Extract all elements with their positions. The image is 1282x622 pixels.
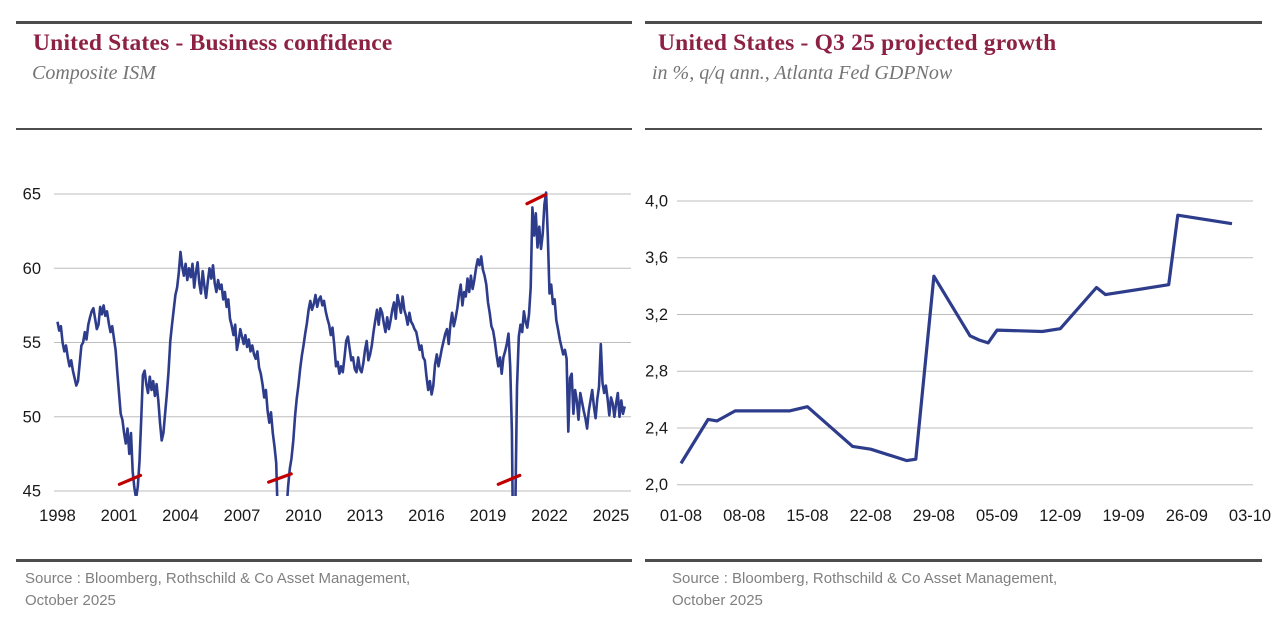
y-axis-tick-label: 2,8 [645,363,668,381]
x-axis-tick-label: 22-08 [850,507,892,525]
gdpnow-series-line [679,213,1233,465]
y-axis-tick-label: 45 [23,483,41,501]
chart-subtitle: Composite ISM [32,62,156,84]
x-axis-tick-label: 2016 [408,507,445,525]
x-axis-tick-label: 1998 [39,507,76,525]
red-annotation-mark [496,473,522,486]
source-line-2: October 2025 [672,592,763,609]
header-rule-bottom [645,128,1262,130]
y-axis-tick-label: 60 [23,260,41,278]
header-rule-top [16,21,632,24]
x-axis-tick-label: 05-09 [976,507,1018,525]
x-axis-tick-label: 29-08 [913,507,955,525]
x-axis-tick-label: 19-09 [1102,507,1144,525]
business-confidence-panel: United States - Business confidence Comp… [16,0,632,622]
x-axis-tick-label: 2013 [347,507,384,525]
y-axis-tick-label: 50 [23,408,41,426]
ism-series-line [56,191,626,496]
chart-title: United States - Business confidence [33,30,393,56]
red-annotation-mark [117,473,143,486]
source-note: Source : Bloomberg, Rothschild & Co Asse… [25,568,410,612]
gdpnow-panel: United States - Q3 25 projected growth i… [645,0,1262,622]
y-axis-tick-label: 65 [23,186,41,204]
y-axis-tick-label: 3,2 [645,306,668,324]
header-rule-top [645,21,1262,24]
x-axis-tick-label: 2025 [593,507,630,525]
x-axis-tick-label: 2022 [531,507,568,525]
y-axis-tick-label: 55 [23,334,41,352]
source-line-1: Source : Bloomberg, Rothschild & Co Asse… [672,570,1058,587]
x-axis-tick-label: 15-08 [786,507,828,525]
source-rule [16,559,632,562]
chart-subtitle: in %, q/q ann., Atlanta Fed GDPNow [652,62,953,84]
x-axis-tick-label: 08-08 [723,507,765,525]
x-axis-tick-label: 2007 [224,507,261,525]
x-axis-tick-label: 01-08 [660,507,702,525]
red-annotation-mark [267,472,293,484]
red-annotation-mark [525,193,548,206]
y-axis-tick-label: 3,6 [645,249,668,267]
x-axis-tick-label: 12-09 [1039,507,1081,525]
y-axis-tick-label: 2,0 [645,476,668,494]
header-rule-bottom [16,128,632,130]
x-axis-tick-label: 03-10 [1229,507,1271,525]
x-axis-tick-label: 2001 [101,507,138,525]
source-line-2: October 2025 [25,592,116,609]
source-line-1: Source : Bloomberg, Rothschild & Co Asse… [25,570,411,587]
x-axis-tick-label: 2010 [285,507,322,525]
y-axis-tick-label: 2,4 [645,419,668,437]
y-axis-tick-label: 4,0 [645,193,668,211]
x-axis-tick-label: 2019 [470,507,507,525]
chart-title: United States - Q3 25 projected growth [658,30,1057,56]
source-rule [645,559,1262,562]
source-note: Source : Bloomberg, Rothschild & Co Asse… [672,568,1057,612]
x-axis-tick-label: 2004 [162,507,199,525]
x-axis-tick-label: 26-09 [1166,507,1208,525]
